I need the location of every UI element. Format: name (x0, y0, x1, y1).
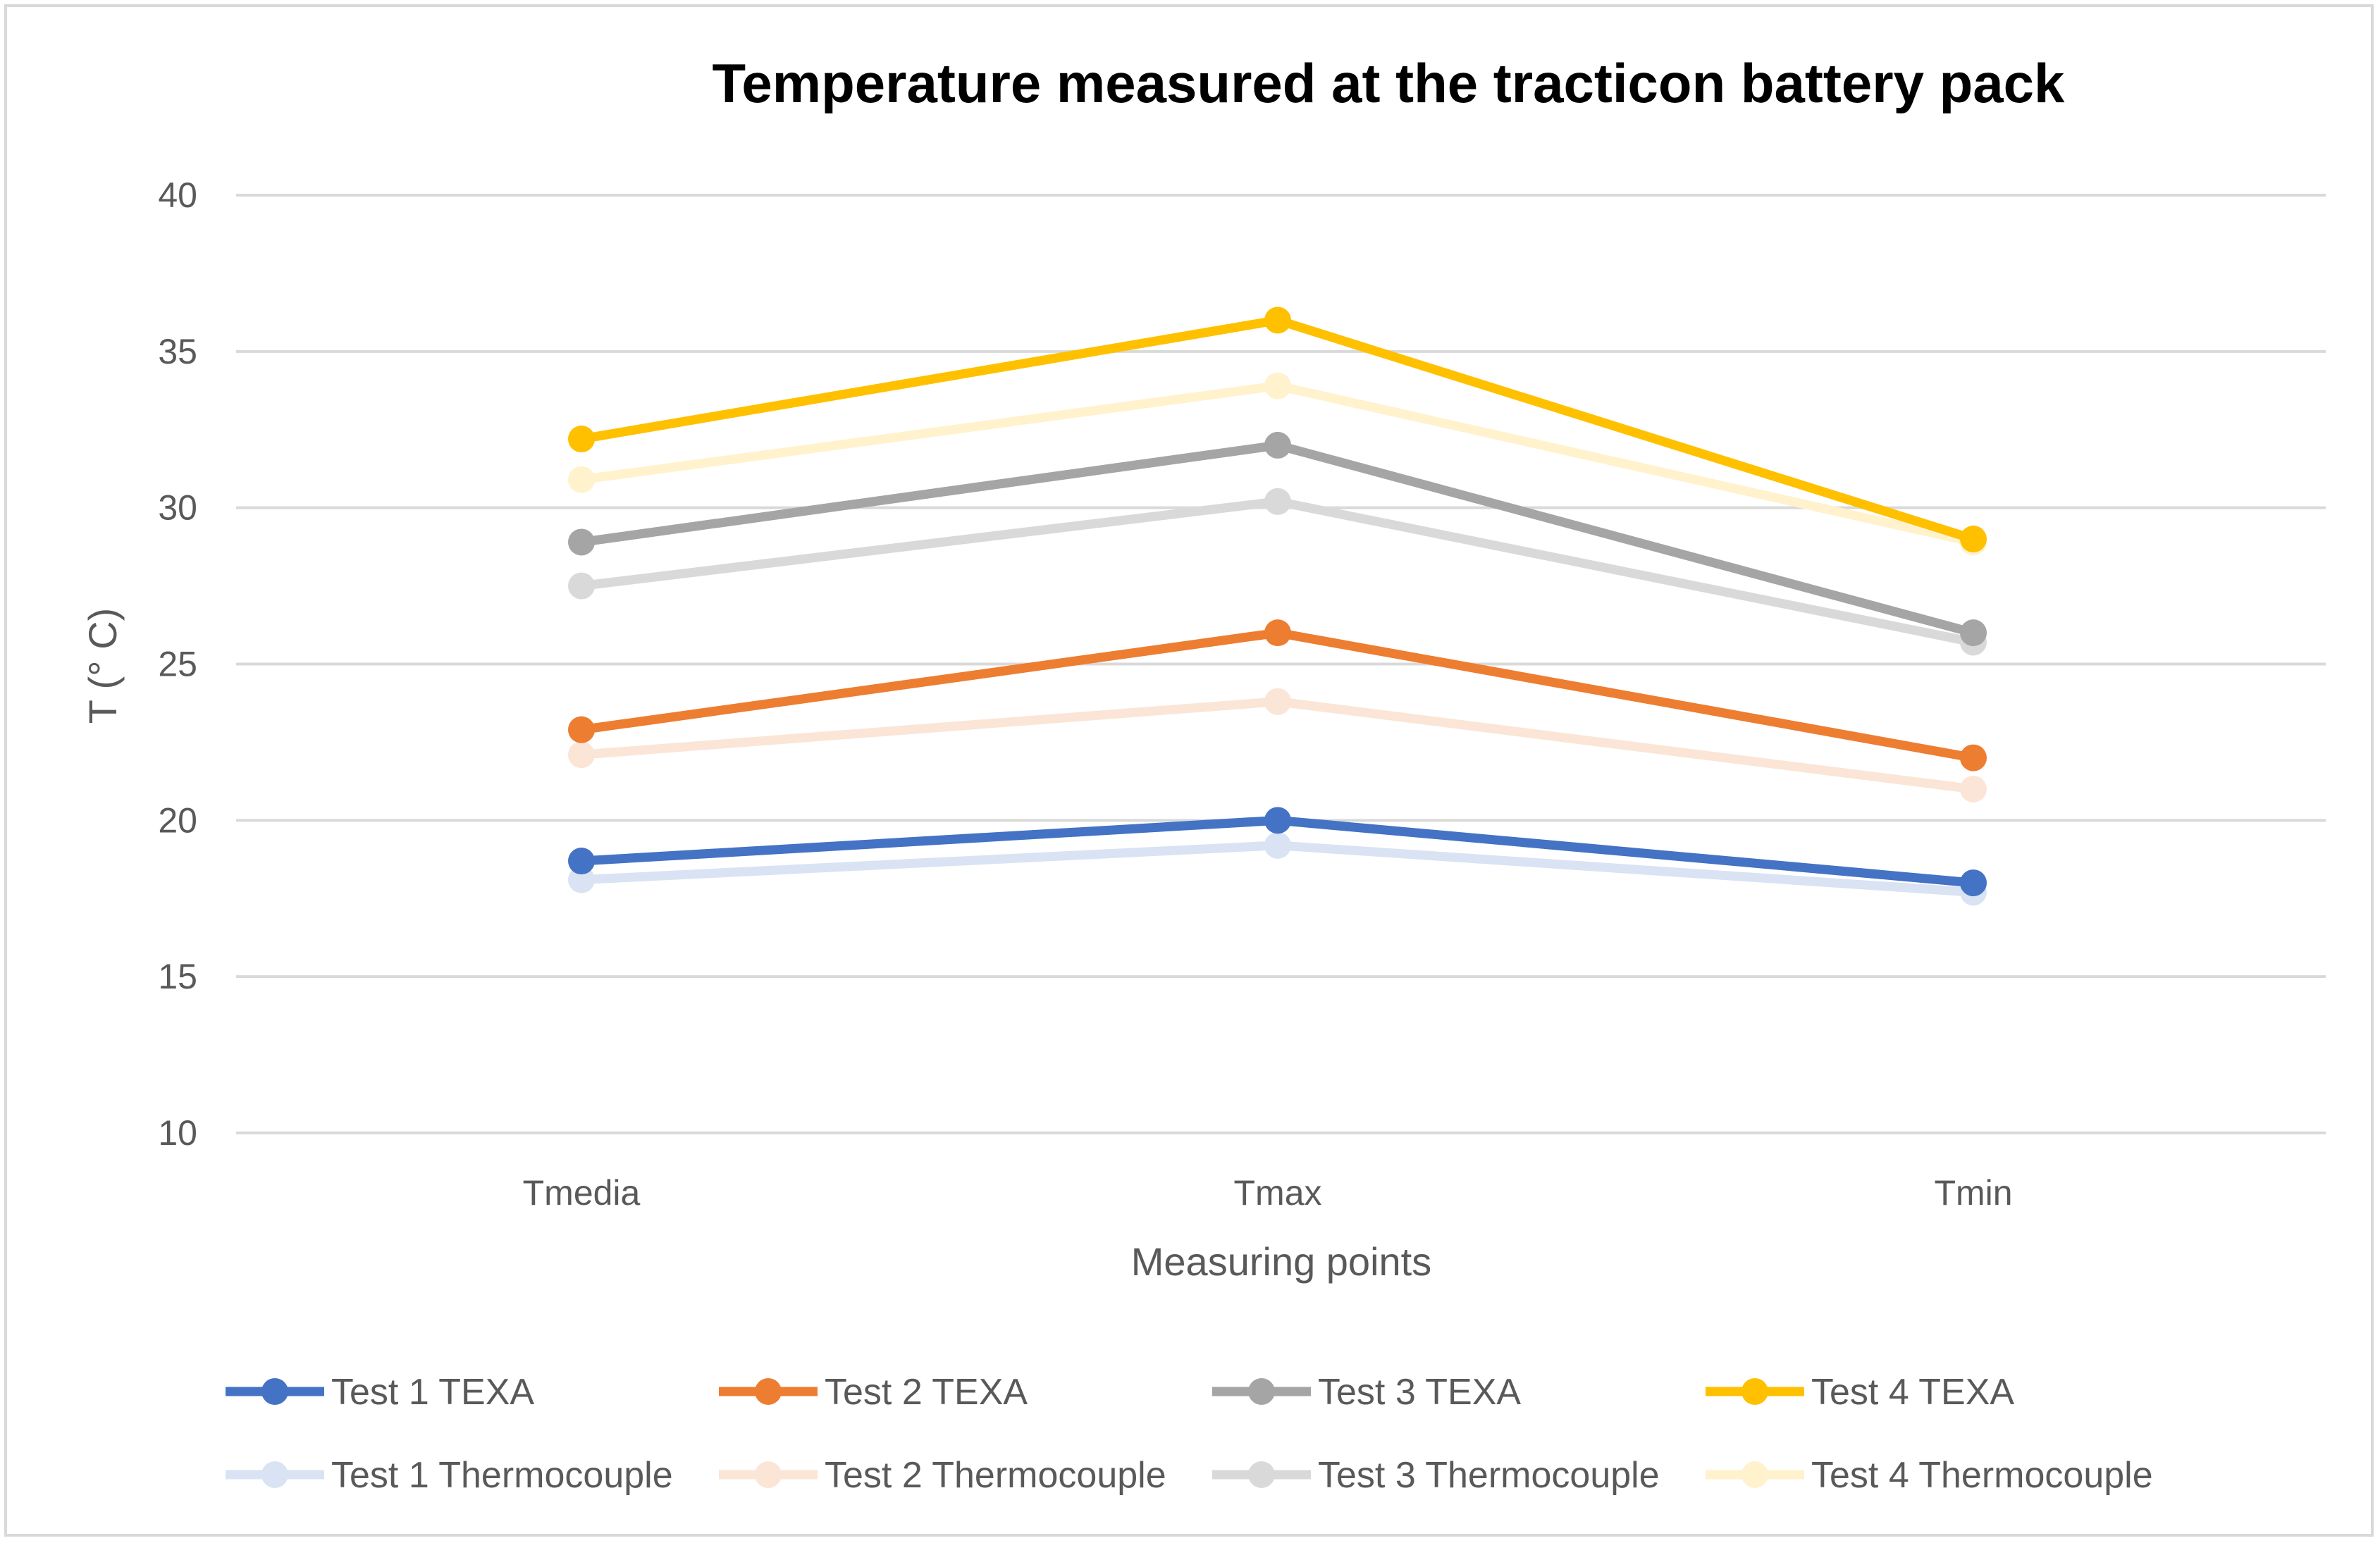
data-point (568, 466, 595, 493)
series-1 (568, 807, 1987, 897)
data-point (1960, 744, 1987, 772)
x-tick-label: Tmedia (523, 1173, 641, 1213)
x-tick-label: Tmin (1934, 1173, 2012, 1213)
series-3 (568, 431, 1987, 647)
data-point (568, 741, 595, 769)
series-8 (568, 372, 1987, 556)
chart-title: Temperature measured at the tracticon ba… (713, 52, 2066, 114)
data-point (568, 572, 595, 600)
legend-label: Test 1 Thermocouple (331, 1455, 673, 1496)
legend-item: Test 3 Thermocouple (1212, 1455, 1660, 1496)
legend-label: Test 4 TEXA (1811, 1372, 2014, 1413)
data-point (1264, 619, 1291, 647)
x-tick-labels: Tmedia Tmax Tmin (523, 1173, 2013, 1213)
data-point (1264, 306, 1291, 334)
legend: Test 1 TEXA Test 2 TEXA Test 3 TEXA Test 4 … (226, 1372, 2153, 1496)
series-5 (568, 831, 1987, 906)
data-point (568, 426, 595, 453)
x-axis-title: Measuring points (1131, 1239, 1431, 1284)
y-tick-label: 40 (158, 175, 197, 215)
legend-label: Test 2 TEXA (825, 1372, 1028, 1413)
data-point (1264, 807, 1291, 834)
y-axis-title: T (° C) (80, 608, 125, 724)
series-4 (568, 306, 1987, 553)
y-tick-label: 25 (158, 645, 197, 684)
series-7 (568, 488, 1987, 656)
data-point (568, 866, 595, 893)
data-point (568, 528, 595, 556)
data-point (1264, 688, 1291, 715)
series-2 (568, 619, 1987, 772)
legend-item: Test 4 TEXA (1706, 1372, 2014, 1413)
legend-marker (1741, 1461, 1768, 1488)
y-tick-label: 30 (158, 488, 197, 528)
legend-marker (261, 1378, 288, 1405)
series-6 (568, 688, 1987, 803)
legend-label: Test 3 Thermocouple (1318, 1455, 1660, 1496)
legend-item: Test 4 Thermocouple (1706, 1455, 2153, 1496)
legend-marker (1248, 1378, 1275, 1405)
line-chart: Temperature measured at the tracticon ba… (80, 52, 2326, 1496)
legend-label: Test 3 TEXA (1318, 1372, 1521, 1413)
legend-label: Test 2 Thermocouple (825, 1455, 1166, 1496)
legend-item: Test 2 TEXA (719, 1372, 1028, 1413)
data-point (1264, 488, 1291, 515)
legend-label: Test 1 TEXA (331, 1372, 534, 1413)
series-line (576, 381, 1978, 547)
data-point (568, 716, 595, 743)
legend-item: Test 1 TEXA (226, 1372, 534, 1413)
legend-item: Test 2 Thermocouple (719, 1455, 1166, 1496)
series-lines (568, 306, 1987, 906)
data-point (1264, 431, 1291, 459)
data-point (568, 848, 595, 875)
x-tick-label: Tmax (1234, 1173, 1322, 1213)
data-point (1264, 372, 1291, 399)
data-point (1960, 619, 1987, 647)
legend-marker (755, 1378, 782, 1405)
y-tick-label: 10 (158, 1113, 197, 1153)
legend-marker (1741, 1378, 1768, 1405)
data-point (1960, 526, 1987, 553)
legend-label: Test 4 Thermocouple (1811, 1455, 2153, 1496)
legend-marker (1248, 1461, 1275, 1488)
data-point (1264, 831, 1291, 859)
y-tick-labels: 10 15 20 25 30 35 40 (158, 175, 197, 1153)
y-tick-label: 35 (158, 332, 197, 371)
y-tick-label: 15 (158, 957, 197, 996)
legend-item: Test 3 TEXA (1212, 1372, 1521, 1413)
gridlines (236, 194, 2326, 1134)
data-point (1960, 869, 1987, 897)
data-point (1960, 775, 1987, 803)
chart-frame: Temperature measured at the tracticon ba… (4, 4, 2374, 1537)
legend-marker (261, 1461, 288, 1488)
y-tick-label: 20 (158, 800, 197, 840)
legend-item: Test 1 Thermocouple (226, 1455, 673, 1496)
legend-marker (755, 1461, 782, 1488)
